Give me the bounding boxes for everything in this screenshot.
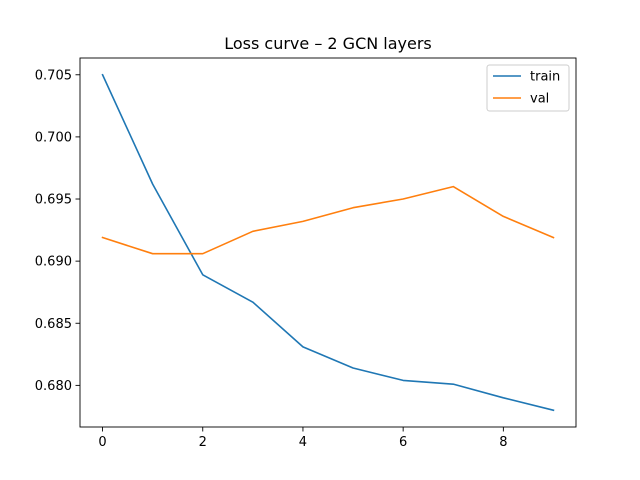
x-tick-label: 0 xyxy=(98,435,106,450)
y-tick-label: 0.690 xyxy=(35,255,72,270)
y-tick-label: 0.685 xyxy=(35,317,72,332)
chart-title: Loss curve – 2 GCN layers xyxy=(224,34,432,53)
plot-frame xyxy=(79,57,577,428)
series-layer xyxy=(101,73,555,412)
axes-layer: 0 2 4 6 8 0.680 0.685 0.690 0.695 0.700 0.705 xyxy=(35,57,577,450)
legend-label-train: train xyxy=(530,70,560,85)
legend-label-val: val xyxy=(530,92,549,107)
x-tick-label: 4 xyxy=(299,435,307,450)
x-tick-label: 6 xyxy=(399,435,407,450)
y-tick-label: 0.680 xyxy=(35,379,72,394)
y-tick-label: 0.700 xyxy=(35,130,72,145)
x-tick-label: 2 xyxy=(199,435,207,450)
y-tick-label: 0.695 xyxy=(35,193,72,208)
x-tick-label: 8 xyxy=(499,435,507,450)
legend: train val xyxy=(486,64,570,112)
series-line-train xyxy=(101,73,555,412)
series-line-val xyxy=(101,185,555,255)
y-tick-label: 0.705 xyxy=(35,68,72,83)
